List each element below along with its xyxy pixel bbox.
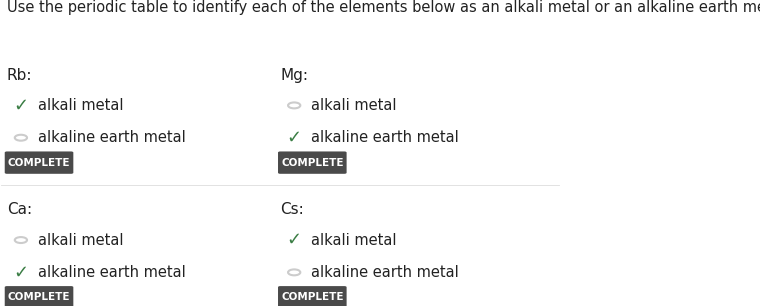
Text: alkaline earth metal: alkaline earth metal xyxy=(38,265,185,280)
Text: Ca:: Ca: xyxy=(7,202,32,217)
Text: alkaline earth metal: alkaline earth metal xyxy=(311,130,459,145)
Text: Use the periodic table to identify each of the elements below as an alkali metal: Use the periodic table to identify each … xyxy=(7,0,760,15)
Text: COMPLETE: COMPLETE xyxy=(281,292,344,302)
Text: COMPLETE: COMPLETE xyxy=(8,292,70,302)
Text: COMPLETE: COMPLETE xyxy=(281,158,344,168)
Text: COMPLETE: COMPLETE xyxy=(8,158,70,168)
Text: Cs:: Cs: xyxy=(280,202,304,217)
Text: alkali metal: alkali metal xyxy=(38,233,123,248)
Text: alkali metal: alkali metal xyxy=(311,98,397,113)
FancyBboxPatch shape xyxy=(5,151,73,174)
Text: alkaline earth metal: alkaline earth metal xyxy=(311,265,459,280)
Text: alkaline earth metal: alkaline earth metal xyxy=(38,130,185,145)
Text: ✓: ✓ xyxy=(14,263,28,281)
FancyBboxPatch shape xyxy=(278,286,347,306)
Text: ✓: ✓ xyxy=(287,231,302,249)
Text: alkali metal: alkali metal xyxy=(311,233,397,248)
Text: ✓: ✓ xyxy=(287,129,302,147)
FancyBboxPatch shape xyxy=(5,286,73,306)
Text: alkali metal: alkali metal xyxy=(38,98,123,113)
Text: Mg:: Mg: xyxy=(280,68,309,83)
Text: ✓: ✓ xyxy=(14,96,28,114)
FancyBboxPatch shape xyxy=(278,151,347,174)
Text: Rb:: Rb: xyxy=(7,68,33,83)
